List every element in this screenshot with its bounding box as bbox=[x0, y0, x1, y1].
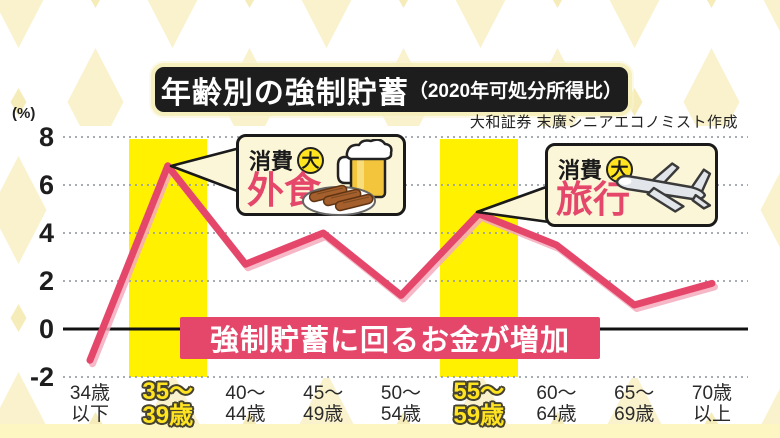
y-tick--2: -2 bbox=[29, 362, 54, 392]
announcement-text: 強制貯蓄に回るお金が増加 bbox=[209, 325, 570, 357]
x-label-60〜64歳: 60〜 64歳 bbox=[536, 383, 577, 425]
y-tick-6: 6 bbox=[38, 170, 54, 200]
chart-title-subtitle: （2020年可処分所得比） bbox=[408, 81, 623, 102]
big-badge: 大 bbox=[297, 146, 325, 174]
x-label-65〜69歳: 65〜 69歳 bbox=[614, 383, 655, 425]
y-tick-2: 2 bbox=[38, 266, 54, 296]
y-tick-4: 4 bbox=[38, 218, 54, 248]
y-tick-0: 0 bbox=[38, 314, 54, 344]
consumption-label: 消費 bbox=[249, 149, 294, 174]
beer-mug-icon bbox=[336, 139, 393, 199]
chart-title: 年齢別の強制貯蓄 bbox=[160, 76, 409, 110]
chart-title-banner: 年齢別の強制貯蓄 （2020年可処分所得比） bbox=[155, 67, 628, 112]
announcement-banner: 強制貯蓄に回るお金が増加 bbox=[180, 317, 600, 359]
x-label-55〜59歳: 55〜 59歳 bbox=[453, 378, 505, 429]
dining-keyword: 外食 bbox=[247, 170, 321, 211]
source-credit: 大和証券 末廣シニアエコノミスト作成 bbox=[469, 114, 738, 131]
x-label-40〜44歳: 40〜 44歳 bbox=[225, 383, 266, 425]
x-label-34歳以下: 34歳 以下 bbox=[69, 383, 111, 425]
y-axis-unit-label: (%) bbox=[12, 105, 36, 122]
travel-keyword: 旅行 bbox=[556, 179, 630, 220]
callout-dining: 消費 大 外食 bbox=[236, 134, 406, 216]
x-label-50〜54歳: 50〜 54歳 bbox=[380, 383, 422, 425]
y-tick-8: 8 bbox=[38, 122, 54, 152]
x-label-45〜49歳: 45〜 49歳 bbox=[303, 383, 344, 425]
consumption-label: 消費 bbox=[558, 158, 603, 183]
x-label-70歳以上: 70歳 以上 bbox=[691, 383, 733, 425]
x-label-35〜39歳: 35〜 39歳 bbox=[142, 378, 194, 429]
callout-travel: 消費 大 旅行 bbox=[545, 143, 718, 227]
